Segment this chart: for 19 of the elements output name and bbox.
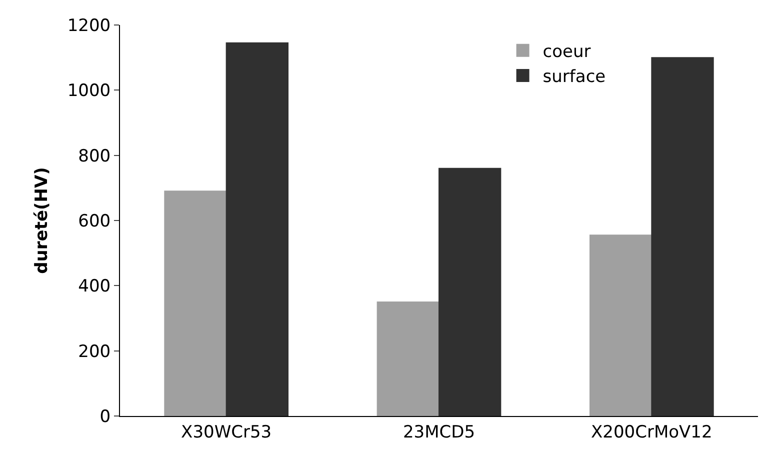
y-tick-label: 400	[78, 276, 111, 297]
bar	[376, 301, 440, 416]
bar	[164, 190, 227, 416]
legend-label: surface	[542, 67, 606, 88]
x-tick-label: X200CrMoV12	[591, 422, 712, 442]
bar	[651, 57, 714, 416]
bar	[438, 168, 502, 416]
y-axis-title: dureté(HV)	[32, 167, 52, 274]
x-tick-label: 23MCD5	[402, 422, 476, 442]
y-tick-label: 0	[100, 406, 111, 427]
y-tick-label: 1200	[67, 16, 111, 36]
x-tick-label: X30WCr53	[181, 422, 272, 442]
bar	[226, 42, 289, 416]
y-tick-label: 600	[78, 211, 111, 232]
y-tick-label: 200	[78, 342, 111, 362]
bar	[589, 234, 652, 416]
y-tick-label: 800	[78, 146, 111, 166]
y-tick-label: 1000	[67, 81, 111, 102]
legend-label: coeur	[542, 42, 591, 62]
